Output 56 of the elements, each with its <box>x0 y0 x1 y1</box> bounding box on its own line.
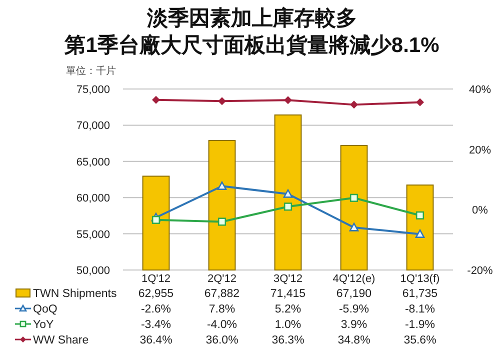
point <box>218 97 226 106</box>
data-label: -2.6% <box>140 304 172 316</box>
y-tick-label: 50,000 <box>76 265 110 277</box>
legend-label: TWN Shipments <box>33 288 117 300</box>
text: 單位：千片 <box>66 65 116 77</box>
y-tick-label: 70,000 <box>76 120 110 132</box>
data-label: 36.0% <box>206 334 238 346</box>
y-tick-label: 75,000 <box>76 84 110 96</box>
point <box>350 194 358 202</box>
point <box>416 211 424 220</box>
point <box>284 202 292 211</box>
x-tick-label: 3Q'12 <box>273 273 303 285</box>
data-label: 5.2% <box>274 304 302 316</box>
chart-subtitle: 第1季台廠大尺寸面板出貨量將減少8.1% <box>64 33 440 57</box>
data-label: 62,955 <box>138 288 174 300</box>
point <box>416 98 424 106</box>
data-label: 71,415 <box>270 288 306 300</box>
x-tick-label: 1Q'12 <box>141 273 171 285</box>
data-label: 36.3% <box>272 334 304 346</box>
data-label: 67,882 <box>204 288 240 300</box>
data-label: -5.9% <box>338 304 370 316</box>
point <box>284 96 292 104</box>
data-label: -4.0% <box>206 319 238 331</box>
point <box>415 229 425 238</box>
y-tick-label: 60,000 <box>76 192 110 205</box>
y2-tick-label: 40% <box>468 84 492 96</box>
data-label: 3.9% <box>340 319 368 331</box>
data-label: -1.9% <box>404 319 436 331</box>
data-label: -8.1% <box>404 304 436 316</box>
y2-tick-label: -20% <box>467 265 494 277</box>
point <box>349 222 359 232</box>
data-label: 67,190 <box>336 288 372 300</box>
y-tick-label: 65,000 <box>76 156 110 168</box>
point <box>283 189 293 198</box>
y2-tick-label: 0% <box>472 204 488 217</box>
point <box>217 181 227 190</box>
data-label: 35.6% <box>404 334 436 346</box>
data-label: 1.0% <box>274 319 302 331</box>
x-tick-label: 1Q'13(f) <box>400 273 440 285</box>
point <box>152 96 160 104</box>
x-tick-label: 2Q'12 <box>207 273 237 285</box>
legend-label: QoQ <box>33 304 58 316</box>
y2-tick-label: 20% <box>468 144 492 156</box>
x-tick-label: 4Q'12(e) <box>332 273 376 285</box>
data-label: -3.4% <box>140 319 172 331</box>
data-label: 7.8% <box>208 304 236 316</box>
point <box>152 216 160 224</box>
data-label: 34.8% <box>338 334 370 346</box>
data-label: 36.4% <box>140 334 172 346</box>
data-label: 61,735 <box>402 288 438 300</box>
point <box>218 218 226 226</box>
y-tick-label: 55,000 <box>76 228 110 241</box>
legend-label: YoY <box>33 319 54 331</box>
chart-title: 淡季因素加上庫存較多 <box>146 6 357 30</box>
legend-label: WW Share <box>33 334 89 346</box>
point <box>350 100 358 109</box>
